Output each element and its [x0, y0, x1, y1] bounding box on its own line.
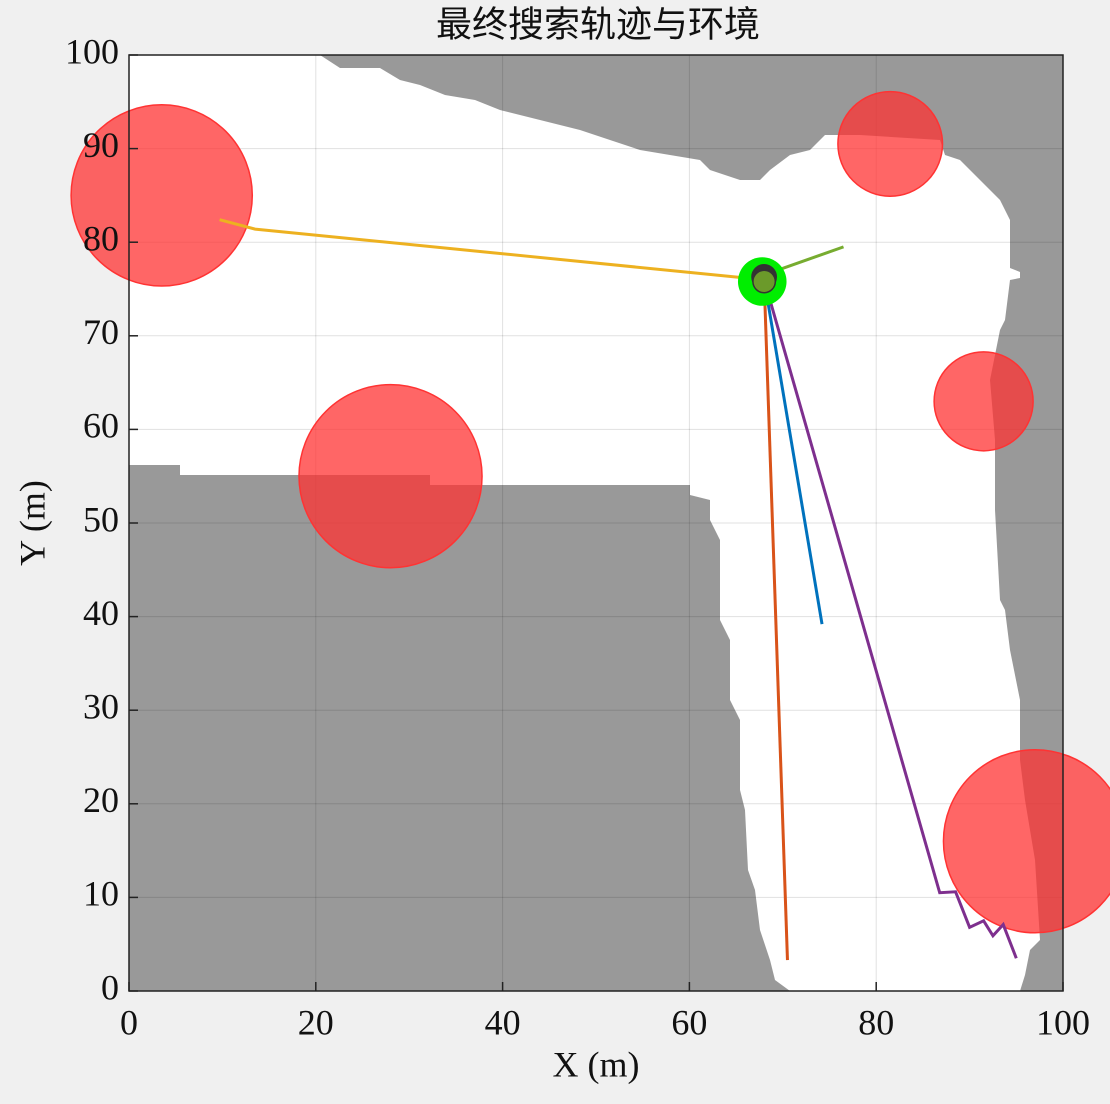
x-tick-label: 40 [485, 1002, 521, 1042]
y-axis-label: Y (m) [12, 480, 52, 566]
x-axis-label: X (m) [553, 1044, 640, 1084]
x-tick-label: 0 [120, 1002, 138, 1042]
trajectories [219, 218, 1018, 961]
trajectory [219, 218, 763, 282]
obstacle [933, 351, 1034, 452]
y-tick-label: 80 [83, 218, 119, 258]
chart-title: 最终搜索轨迹与环境 [436, 4, 760, 44]
obstacle [70, 104, 254, 287]
x-tick-label: 100 [1036, 1002, 1090, 1042]
trajectory [762, 279, 789, 961]
obstacle [942, 748, 1110, 934]
y-tick-label: 0 [101, 967, 119, 1007]
y-tick-label: 10 [83, 874, 119, 914]
trajectory [762, 279, 824, 625]
y-tick-label: 90 [83, 125, 119, 165]
x-tick-label: 20 [298, 1002, 334, 1042]
x-tick-label: 80 [858, 1002, 894, 1042]
x-tick-label: 60 [671, 1002, 707, 1042]
obstacles [70, 90, 1110, 934]
y-tick-label: 40 [83, 593, 119, 633]
y-tick-label: 100 [65, 31, 119, 71]
y-tick-label: 30 [83, 686, 119, 726]
markers [737, 257, 787, 306]
occupied-region [129, 465, 790, 991]
marker [752, 269, 777, 294]
y-tick-label: 70 [83, 312, 119, 352]
trajectory [762, 279, 1018, 959]
obstacle [298, 383, 483, 569]
obstacle [837, 90, 944, 197]
y-tick-label: 20 [83, 780, 119, 820]
y-tick-label: 50 [83, 499, 119, 539]
occupied-region [320, 55, 1063, 991]
y-tick-label: 60 [83, 406, 119, 446]
